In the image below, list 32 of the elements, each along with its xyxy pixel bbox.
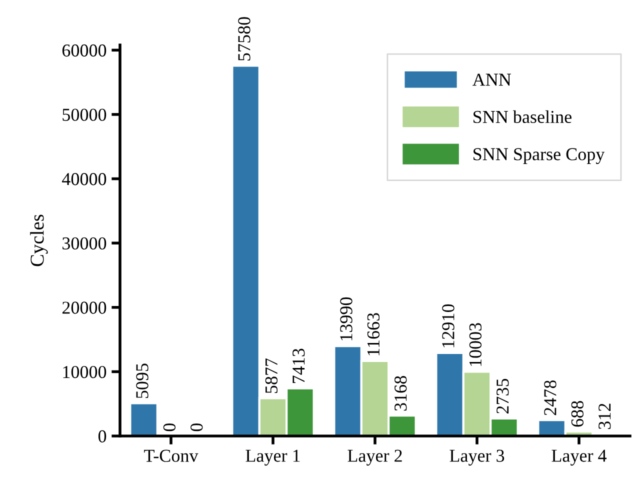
data-label: 0: [163, 423, 176, 432]
legend-label: ANN: [472, 74, 512, 86]
x-tick-label: Layer 2: [348, 450, 402, 466]
data-label: 57580: [238, 17, 250, 60]
y-tick-label: 60000: [62, 44, 106, 57]
data-label: 12910: [442, 304, 454, 348]
data-label: 3168: [394, 376, 407, 411]
data-label: 7413: [292, 348, 305, 383]
legend-label: SNN Sparse Copy: [474, 148, 605, 164]
data-label: 5877: [265, 358, 278, 393]
data-label: 0: [190, 423, 203, 432]
legend-label: SNN baseline: [474, 110, 572, 124]
bar: [129, 402, 158, 436]
x-tick-label: Layer 1: [246, 450, 300, 466]
data-label: 2735: [496, 378, 509, 414]
x-tick-label: Layer 3: [450, 450, 504, 466]
y-axis-title: Cycles: [30, 214, 48, 266]
data-label: 312: [598, 404, 611, 429]
data-label: 2478: [544, 380, 556, 416]
y-tick-label: 20000: [62, 302, 106, 314]
y-tick-label: 40000: [62, 173, 106, 186]
data-label: 11663: [367, 313, 380, 356]
data-label: 5095: [136, 364, 148, 398]
y-tick-label: 30000: [62, 237, 106, 250]
data-label: 13990: [340, 297, 352, 340]
data-label: 688: [571, 401, 584, 427]
y-tick-label: 0: [98, 430, 106, 442]
x-tick-label: T-Conv: [144, 450, 198, 462]
data-label: 10003: [469, 323, 482, 366]
x-tick-label: Layer 4: [552, 450, 607, 466]
y-tick-label: 50000: [62, 108, 106, 121]
y-tick-label: 10000: [63, 366, 106, 378]
